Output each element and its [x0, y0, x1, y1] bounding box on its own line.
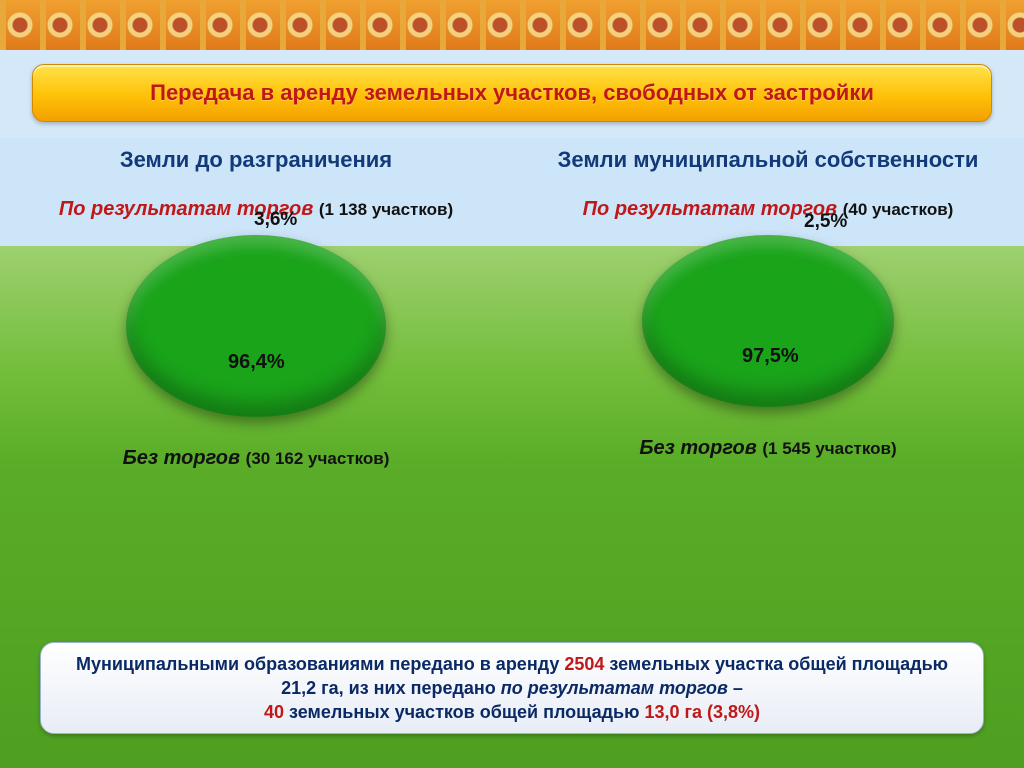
summary-hl-3: 13,0 га (3,8%) [644, 702, 760, 722]
left-column: Земли до разграничения По результатам то… [0, 140, 512, 610]
summary-hl-2: 40 [264, 702, 284, 722]
left-pie [126, 235, 386, 417]
right-major-pct: 97,5% [742, 345, 799, 368]
right-below-label: Без торгов [639, 437, 756, 459]
left-sub-count: (1 138 участков) [319, 200, 453, 219]
right-sub-label: По результатам торгов [583, 198, 837, 220]
title-bar: Передача в аренду земельных участков, св… [32, 64, 992, 122]
summary-hl-1: 2504 [564, 654, 604, 674]
summary-frag-4: земельных участков общей площадью [284, 702, 644, 722]
summary-em: по результатам торгов [501, 678, 728, 698]
summary-frag-3: – [728, 678, 743, 698]
slide: Передача в аренду земельных участков, св… [0, 0, 1024, 768]
right-column: Земли муниципальной собственности По рез… [512, 140, 1024, 610]
right-below: Без торгов (1 545 участков) [512, 437, 1024, 460]
right-pie-chart: 2,5% 97,5% [642, 235, 894, 407]
right-pie [642, 235, 894, 407]
left-below: Без торгов (30 162 участков) [0, 447, 512, 470]
right-section-title: Земли муниципальной собственности [512, 146, 1024, 174]
left-section-title: Земли до разграничения [0, 146, 512, 174]
charts-row: Земли до разграничения По результатам то… [0, 140, 1024, 610]
left-below-label: Без торгов [123, 447, 240, 469]
left-below-count: (30 162 участков) [246, 449, 390, 468]
left-major-pct: 96,4% [228, 351, 285, 374]
right-minor-pct: 2,5% [804, 211, 847, 233]
summary-text: Муниципальными образованиями передано в … [67, 652, 957, 725]
right-below-count: (1 545 участков) [762, 439, 896, 458]
summary-frag-1: Муниципальными образованиями передано в … [76, 654, 564, 674]
ornament-top [0, 0, 1024, 50]
left-minor-pct: 3,6% [254, 209, 297, 231]
page-title: Передача в аренду земельных участков, св… [150, 80, 874, 106]
summary-panel: Муниципальными образованиями передано в … [40, 642, 984, 734]
right-sub-count: (40 участков) [843, 200, 954, 219]
right-subheader: По результатам торгов (40 участков) [512, 198, 1024, 221]
left-pie-chart: 3,6% 96,4% [126, 235, 386, 417]
